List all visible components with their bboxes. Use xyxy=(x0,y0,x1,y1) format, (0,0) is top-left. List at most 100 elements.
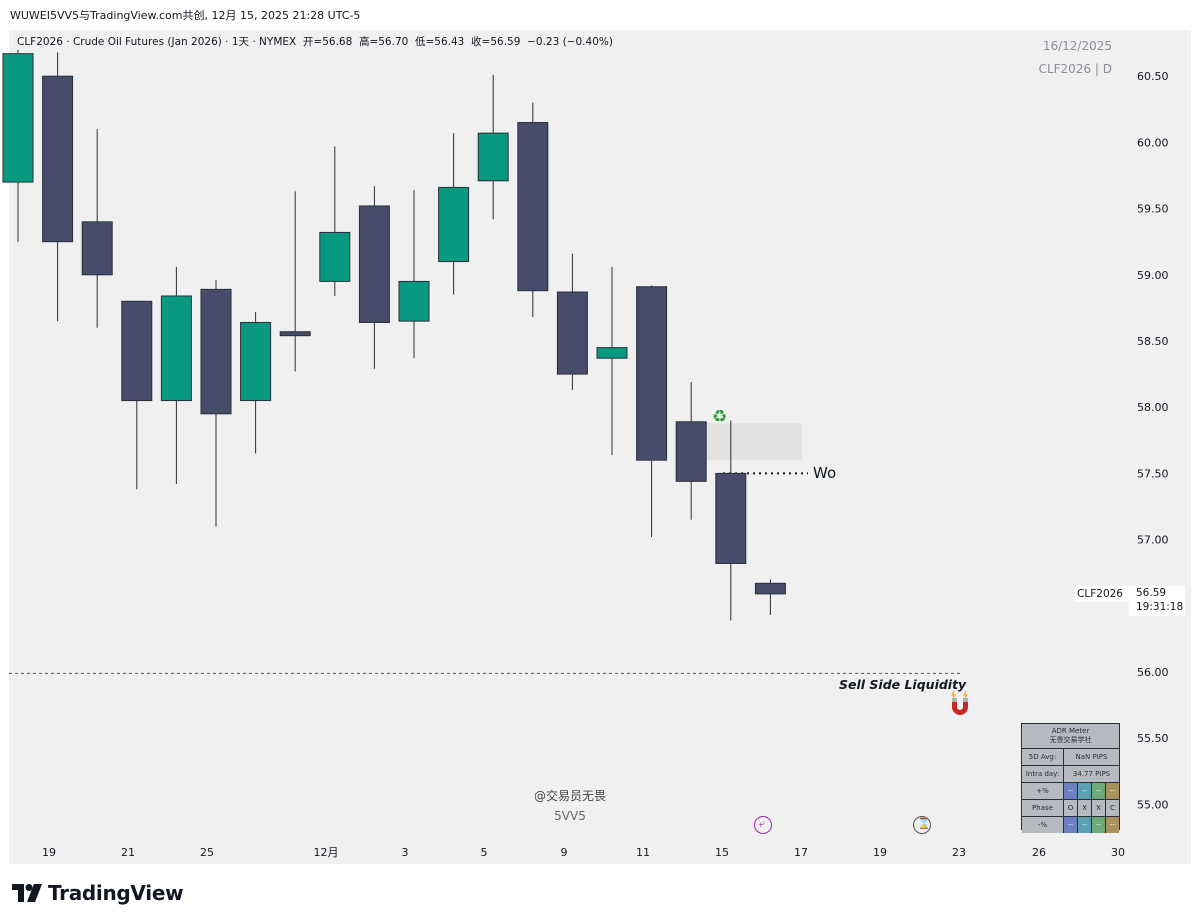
adr-row-minus: -% -- -- -- -- xyxy=(1022,816,1119,833)
candle-body[interactable] xyxy=(675,421,707,482)
magnet-icon xyxy=(951,690,969,715)
candle-body[interactable] xyxy=(477,132,509,182)
x-tick-label: 17 xyxy=(794,846,808,859)
current-price-label: 56.59 19:31:18 xyxy=(1129,586,1185,616)
adr-avg-label: 5D Avg: xyxy=(1022,749,1064,765)
candle-body[interactable] xyxy=(517,122,549,292)
x-tick-label: 9 xyxy=(561,846,568,859)
x-tick-label: 21 xyxy=(121,846,135,859)
y-tick-label: 59.00 xyxy=(1137,269,1169,282)
adr-cell: -- xyxy=(1064,783,1078,799)
x-tick-label: 11 xyxy=(636,846,650,859)
candle-body[interactable] xyxy=(319,231,351,282)
adr-cell: -- xyxy=(1078,783,1092,799)
open-label: 开 xyxy=(302,36,314,48)
adr-row-plus: +% -- -- -- -- xyxy=(1022,782,1119,799)
watermark-id: 5VV5 xyxy=(554,809,586,823)
candle-body[interactable] xyxy=(200,288,232,415)
y-tick-label: 57.00 xyxy=(1137,534,1169,547)
adr-avg-value: NaN PIPS xyxy=(1064,749,1119,765)
top-bar: WUWEI5VV5与TradingView.com共创, 12月 15, 202… xyxy=(0,0,1200,30)
x-tick-label: 5 xyxy=(481,846,488,859)
adr-minus-label: -% xyxy=(1022,817,1064,833)
y-tick-label: 59.50 xyxy=(1137,203,1169,216)
x-tick-label: 19 xyxy=(42,846,56,859)
candle-body[interactable] xyxy=(754,582,786,595)
candle-body[interactable] xyxy=(2,53,34,183)
y-tick-label: 58.50 xyxy=(1137,335,1169,348)
adr-cell: -- xyxy=(1092,783,1106,799)
adr-intraday-value: 34.77 PIPS xyxy=(1064,766,1119,782)
tradingview-logo[interactable]: TradingView xyxy=(12,881,184,905)
candle-body[interactable] xyxy=(240,321,272,402)
watermark-author: @交易员无畏 xyxy=(533,789,606,803)
recycle-icon: ♻ xyxy=(712,407,728,427)
y-tick-label: 58.00 xyxy=(1137,401,1169,414)
candle-body[interactable] xyxy=(715,472,747,564)
candle-body[interactable] xyxy=(358,205,390,323)
candle-body[interactable] xyxy=(398,280,430,322)
high-label: 高 xyxy=(358,36,370,48)
candle-body[interactable] xyxy=(279,331,311,337)
x-tick-label: 25 xyxy=(200,846,214,859)
hourglass-icon[interactable]: ⌛ xyxy=(913,816,931,834)
adr-phase-cell: O xyxy=(1064,800,1078,816)
current-price: 56.59 xyxy=(1136,587,1167,599)
adr-intraday-label: Intra day: xyxy=(1022,766,1064,782)
lightning-icon[interactable]: ⤶ xyxy=(754,816,772,834)
x-tick-label: 3 xyxy=(402,846,409,859)
symbol-description[interactable]: CLF2026 · Crude Oil Futures (Jan 2026) ·… xyxy=(17,36,297,48)
x-tick-label: 12月 xyxy=(314,846,339,859)
open-value: =56.68 xyxy=(313,36,353,48)
y-tick-label: 55.00 xyxy=(1137,798,1169,811)
wo-label: Wo xyxy=(813,464,837,482)
adr-meter-table: ADR Meter 无畏交易学社 5D Avg: NaN PIPS Intra … xyxy=(1021,723,1120,833)
adr-phase-label: Phase xyxy=(1022,800,1064,816)
close-value: =56.59 xyxy=(481,36,521,48)
watermark-symbol: CLF2026 | D xyxy=(1038,62,1112,76)
adr-row-intraday: Intra day: 34.77 PIPS xyxy=(1022,765,1119,782)
x-tick-label: 26 xyxy=(1032,846,1046,859)
adr-cell: -- xyxy=(1092,817,1106,833)
adr-cell: -- xyxy=(1106,817,1119,833)
candle-body[interactable] xyxy=(596,347,628,359)
candle-body[interactable] xyxy=(438,186,470,263)
adr-row-phase: Phase O X X C xyxy=(1022,799,1119,816)
adr-plus-label: +% xyxy=(1022,783,1064,799)
close-label: 收 xyxy=(471,36,482,48)
adr-phase-cell: C xyxy=(1106,800,1119,816)
low-value: =56.43 xyxy=(425,36,465,48)
x-tick-label: 15 xyxy=(715,846,729,859)
watermark-date: 16/12/2025 xyxy=(1042,39,1112,53)
candle-body[interactable] xyxy=(121,300,153,402)
y-tick-label: 56.00 xyxy=(1137,666,1169,679)
x-tick-label: 30 xyxy=(1111,846,1125,859)
candle-body[interactable] xyxy=(42,75,74,243)
sell-side-liquidity-label: Sell Side Liquidity xyxy=(839,677,967,692)
adr-title: ADR Meter xyxy=(1051,727,1090,735)
candle-body[interactable] xyxy=(636,286,668,461)
header-title: WUWEI5VV5与TradingView.com共创, 12月 15, 202… xyxy=(10,9,361,22)
y-tick-label: 55.50 xyxy=(1137,732,1169,745)
x-tick-label: 23 xyxy=(952,846,966,859)
candle-body[interactable] xyxy=(556,291,588,375)
bar-countdown: 19:31:18 xyxy=(1136,601,1184,613)
adr-phase-cell: X xyxy=(1092,800,1106,816)
symbol-ohlc-line: CLF2026 · Crude Oil Futures (Jan 2026) ·… xyxy=(17,34,613,49)
candle-body[interactable] xyxy=(160,295,192,402)
symbol-price-tag: CLF2026 xyxy=(1075,586,1129,602)
change-value: −0.23 (−0.40%) xyxy=(527,36,613,48)
adr-subtitle: 无畏交易学社 xyxy=(1049,736,1092,744)
adr-phase-cell: X xyxy=(1078,800,1092,816)
adr-cell: -- xyxy=(1106,783,1119,799)
adr-header: ADR Meter 无畏交易学社 xyxy=(1022,724,1119,748)
y-tick-label: 57.50 xyxy=(1137,467,1169,480)
chart-area[interactable] xyxy=(9,30,1191,864)
y-tick-label: 60.00 xyxy=(1137,136,1169,149)
imbalance-zone xyxy=(700,423,802,461)
low-label: 低 xyxy=(415,36,426,48)
tradingview-logo-icon xyxy=(12,884,42,902)
candle-body[interactable] xyxy=(81,221,113,276)
footer xyxy=(0,864,1200,921)
